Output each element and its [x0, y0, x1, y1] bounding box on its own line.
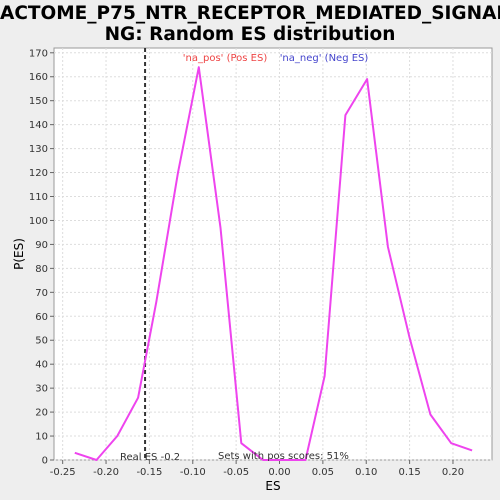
- neg-es-label: 'na_neg' (Neg ES): [280, 53, 369, 64]
- chart-title-line-1: REACTOME_P75_NTR_RECEPTOR_MEDIATED_SIGNA…: [0, 3, 500, 24]
- pos-es-label: 'na_pos' (Pos ES): [183, 53, 268, 64]
- y-tick-label: 130: [29, 144, 48, 155]
- y-tick-label: 10: [35, 432, 48, 443]
- y-tick-label: 140: [29, 120, 48, 131]
- x-tick-label: 0.05: [312, 467, 334, 478]
- series-group: [74, 48, 473, 461]
- y-tick-label: 40: [35, 360, 48, 371]
- grid-lines: [54, 48, 492, 461]
- axes: 0 10 20 30 40 50 60 70 80 90 100 110 120 130 140 150 160…: [29, 48, 464, 478]
- x-axis-label: ES: [265, 479, 280, 493]
- y-tick-label: 170: [29, 48, 48, 59]
- y-tick-label: 120: [29, 168, 48, 179]
- real-es-label: Real ES -0.2: [120, 452, 180, 463]
- chart-title-line-2: NG: Random ES distribution: [105, 24, 396, 45]
- x-tick-label: -0.15: [136, 467, 162, 478]
- y-tick-label: 150: [29, 96, 48, 107]
- y-tick-label: 80: [35, 264, 48, 275]
- y-tick-label: 110: [29, 192, 48, 203]
- x-tick-label: -0.20: [93, 467, 119, 478]
- es-distribution-line: [74, 66, 473, 461]
- x-tick-label: 0.00: [268, 467, 290, 478]
- y-tick-label: 160: [29, 72, 48, 83]
- x-tick-label: 0.15: [398, 467, 420, 478]
- y-tick-label: 70: [35, 288, 48, 299]
- y-tick-label: 90: [35, 240, 48, 251]
- y-tick-label: 30: [35, 384, 48, 395]
- pos-score-label: Sets with pos scores: 51%: [218, 451, 349, 462]
- y-tick-label: 0: [42, 456, 48, 467]
- plot-area: [53, 47, 493, 461]
- y-tick-label: 50: [35, 336, 48, 347]
- x-tick-label: 0.10: [355, 467, 377, 478]
- y-tick-label: 20: [35, 408, 48, 419]
- y-tick-label: 100: [29, 216, 48, 227]
- x-tick-label: -0.10: [180, 467, 206, 478]
- y-axis-label: P(ES): [12, 238, 26, 270]
- x-tick-label: 0.20: [442, 467, 464, 478]
- y-tick-label: 60: [35, 312, 48, 323]
- x-tick-label: -0.25: [50, 467, 76, 478]
- x-tick-label: -0.05: [223, 467, 249, 478]
